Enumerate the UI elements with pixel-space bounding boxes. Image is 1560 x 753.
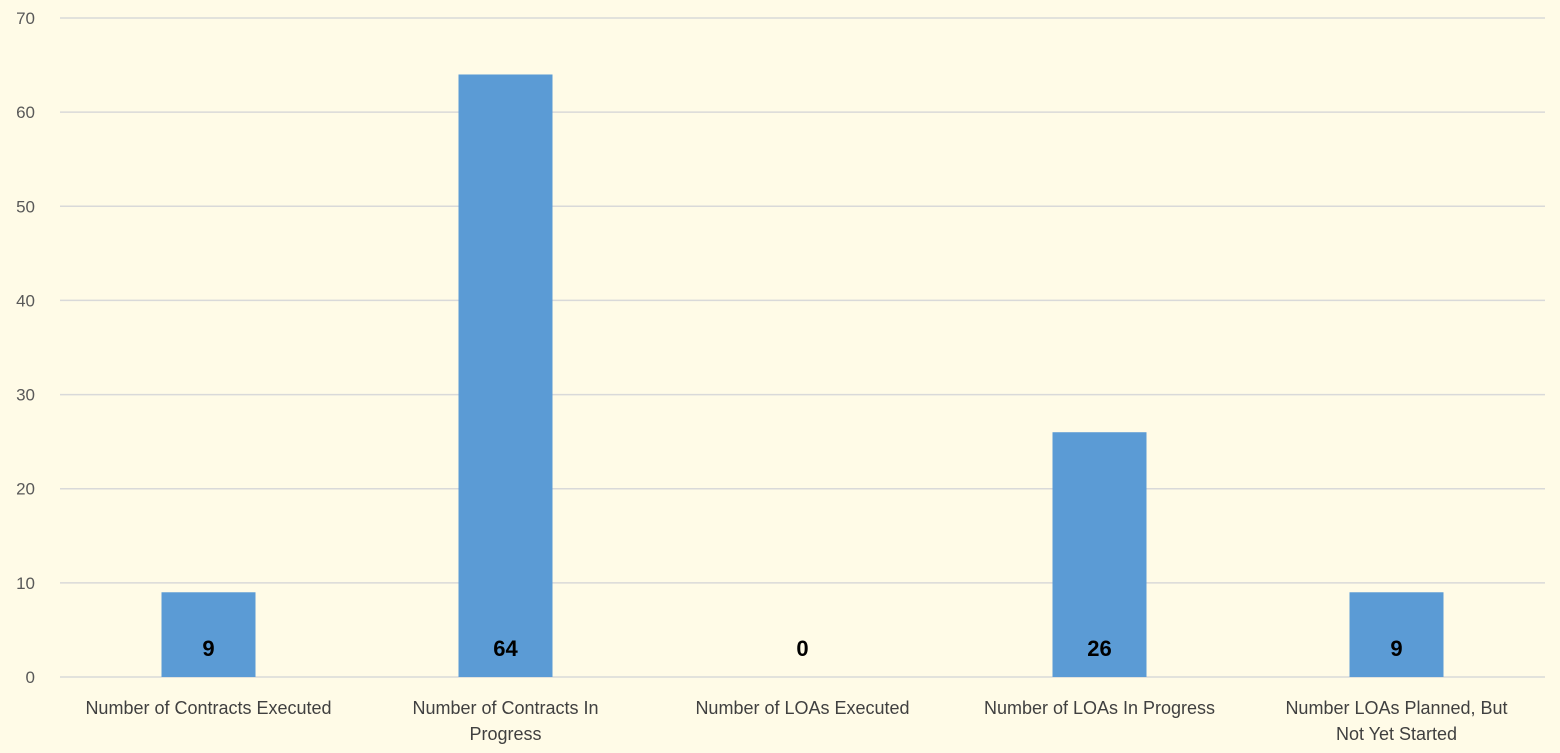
x-category-label: Progress bbox=[469, 724, 541, 744]
data-label: 64 bbox=[493, 636, 518, 661]
y-tick-label: 70 bbox=[16, 9, 35, 28]
y-tick-label: 20 bbox=[16, 480, 35, 499]
data-labels: 9 64 0 26 9 bbox=[202, 636, 1402, 661]
y-tick-label: 40 bbox=[16, 291, 35, 310]
x-category-label: Number of LOAs Executed bbox=[695, 698, 909, 718]
x-category-label: Number of LOAs In Progress bbox=[984, 698, 1215, 718]
y-tick-label: 0 bbox=[26, 668, 35, 687]
y-tick-label: 30 bbox=[16, 386, 35, 405]
bar bbox=[1349, 592, 1444, 677]
data-label: 26 bbox=[1087, 636, 1111, 661]
y-tick-label: 50 bbox=[16, 197, 35, 216]
x-category-label: Not Yet Started bbox=[1336, 724, 1457, 744]
y-tick-label: 10 bbox=[16, 574, 35, 593]
x-category-label: Number LOAs Planned, But bbox=[1285, 698, 1507, 718]
data-label: 0 bbox=[796, 636, 808, 661]
bars bbox=[161, 74, 1444, 677]
y-axis-ticks: 0 10 20 30 40 50 60 70 bbox=[16, 9, 35, 687]
bar bbox=[458, 74, 553, 677]
x-category-label: Number of Contracts In bbox=[412, 698, 598, 718]
bar bbox=[1052, 432, 1147, 677]
y-tick-label: 60 bbox=[16, 103, 35, 122]
data-label: 9 bbox=[202, 636, 214, 661]
data-label: 9 bbox=[1390, 636, 1402, 661]
gridlines bbox=[60, 17, 1545, 678]
x-axis-categories: Number of Contracts Executed Number of Co… bbox=[85, 698, 1507, 744]
x-category-label: Number of Contracts Executed bbox=[85, 698, 331, 718]
bar bbox=[161, 592, 256, 677]
